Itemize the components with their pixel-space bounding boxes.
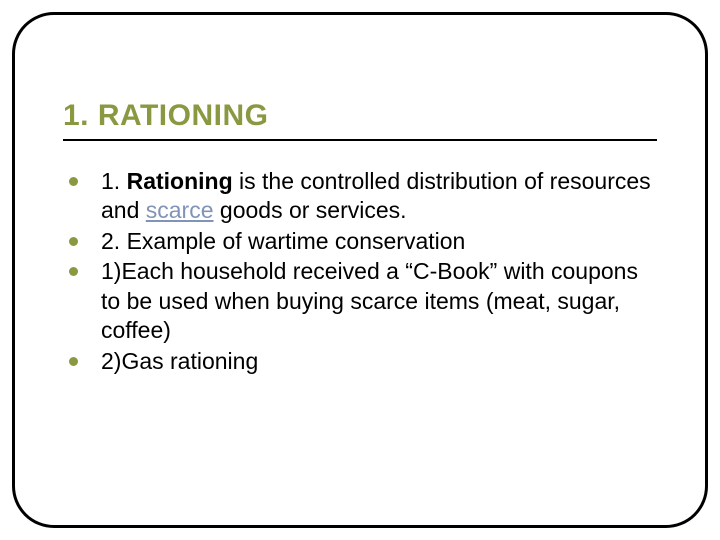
bullet-prefix: 1. (101, 168, 127, 194)
list-item: 1)Each household received a “C-Book” wit… (67, 257, 657, 345)
bullet-link: scarce (146, 197, 214, 223)
bullet-text: 2)Gas rationing (101, 348, 258, 374)
slide-frame: 1. RATIONING 1. Rationing is the control… (12, 12, 708, 528)
list-item: 2. Example of wartime conservation (67, 227, 657, 256)
slide-title: 1. RATIONING (63, 99, 657, 133)
bullet-text: 1)Each household received a “C-Book” wit… (101, 258, 638, 343)
bullet-list: 1. Rationing is the controlled distribut… (63, 167, 657, 376)
title-block: 1. RATIONING (63, 99, 657, 141)
title-rule (63, 139, 657, 141)
bullet-text: 2. Example of wartime conservation (101, 228, 465, 254)
bullet-bold: Rationing (127, 168, 233, 194)
list-item: 2)Gas rationing (67, 347, 657, 376)
list-item: 1. Rationing is the controlled distribut… (67, 167, 657, 226)
bullet-tail: goods or services. (214, 197, 407, 223)
